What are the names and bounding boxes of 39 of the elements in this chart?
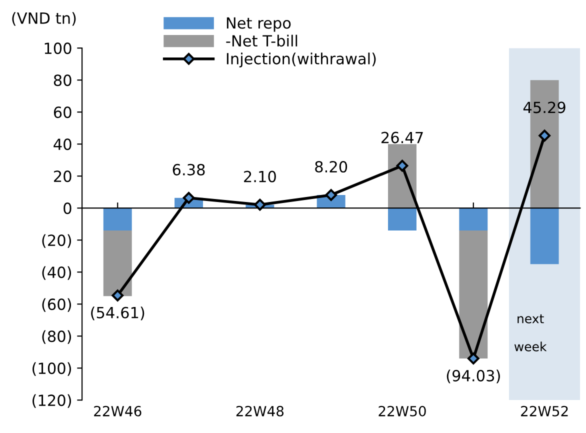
x-tick-label: 22W50 xyxy=(378,406,426,416)
point xyxy=(182,192,195,204)
bar xyxy=(459,230,488,358)
y-tick-label: (20) xyxy=(42,234,72,248)
legend-label: Injection(withrawal) xyxy=(226,52,376,68)
y-tick-label: (40) xyxy=(42,266,72,280)
data-label: (54.61) xyxy=(91,306,144,320)
text: next week xyxy=(514,314,547,352)
y-tick-label: (80) xyxy=(42,330,72,344)
bar xyxy=(388,208,416,230)
x-tick-label: 22W52 xyxy=(521,406,568,416)
y-tick-label: 60 xyxy=(54,106,72,118)
data-label: (94.03) xyxy=(446,370,500,384)
point xyxy=(538,130,551,142)
data-label: 26.47 xyxy=(382,132,423,144)
data-label: 2.10 xyxy=(244,170,276,182)
legend-label: Net repo xyxy=(226,17,291,32)
y-tick-label: 100 xyxy=(44,42,72,54)
point xyxy=(325,189,338,201)
data-label: 8.20 xyxy=(315,160,348,173)
point xyxy=(467,352,480,364)
y-tick-label: (60) xyxy=(42,298,72,312)
x-tick-label: 22W48 xyxy=(236,406,284,416)
point xyxy=(396,160,408,172)
y-tick-label: 20 xyxy=(54,170,72,182)
y-tick-label: 80 xyxy=(54,74,72,86)
x-tick-label: 22W46 xyxy=(94,406,142,416)
y-tick-label: 0 xyxy=(64,202,72,214)
y-axis-title: (VND tn) xyxy=(12,12,76,26)
data-label: 6.38 xyxy=(172,164,205,176)
legend-label: -Net T-bill xyxy=(226,34,298,47)
bar xyxy=(530,208,559,264)
bar xyxy=(459,208,488,230)
point xyxy=(112,290,124,302)
y-tick-label: 40 xyxy=(54,138,72,150)
bar xyxy=(103,208,132,230)
y-tick-label: (100) xyxy=(32,362,72,376)
y-tick-label: (120) xyxy=(32,394,72,408)
bar xyxy=(103,230,132,296)
